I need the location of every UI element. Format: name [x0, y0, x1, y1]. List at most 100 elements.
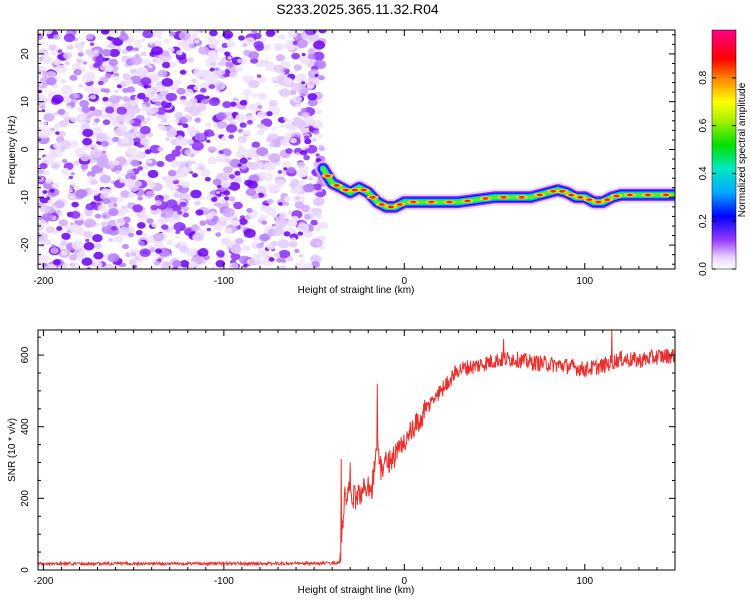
noise-speckle — [167, 47, 175, 53]
noise-speckle — [221, 136, 228, 141]
noise-speckle — [153, 40, 162, 47]
noise-speckle — [58, 140, 71, 150]
noise-speckle — [251, 30, 258, 34]
noise-speckle — [315, 213, 323, 219]
noise-speckle — [198, 165, 205, 171]
noise-speckle — [318, 30, 327, 34]
noise-speckle — [120, 262, 127, 268]
noise-speckle — [176, 135, 184, 141]
noise-speckle — [53, 123, 62, 129]
noise-speckle — [53, 34, 61, 40]
noise-speckle — [256, 63, 261, 67]
noise-speckle — [191, 78, 197, 83]
noise-speckle — [228, 262, 239, 269]
noise-speckle — [108, 208, 119, 217]
noise-speckle — [256, 129, 265, 136]
noise-speckle — [80, 67, 86, 72]
noise-speckle — [112, 160, 120, 166]
noise-speckle — [222, 207, 235, 218]
signal-hotspot-core — [428, 200, 435, 204]
noise-speckle — [278, 249, 291, 259]
noise-speckle — [253, 32, 262, 40]
signal-hotspot-core — [663, 193, 669, 197]
noise-speckle — [136, 222, 146, 229]
noise-speckle — [114, 235, 124, 243]
noise-speckle — [133, 47, 139, 52]
noise-speckle — [146, 159, 153, 164]
y-tick-label: 400 — [20, 418, 31, 435]
signal-hotspot-core — [324, 174, 331, 178]
noise-speckle — [270, 76, 279, 83]
noise-speckle — [258, 59, 267, 66]
noise-speckle — [187, 57, 195, 63]
noise-speckle — [183, 88, 194, 97]
noise-speckle — [54, 200, 65, 209]
noise-speckle — [256, 242, 264, 249]
noise-speckle — [286, 256, 294, 262]
noise-speckle — [93, 251, 104, 260]
spectrogram-x-ticks: -200 -100 0 100 — [33, 30, 676, 287]
noise-speckle — [122, 49, 128, 54]
noise-speckle — [90, 148, 102, 158]
noise-speckle — [61, 232, 71, 240]
noise-speckle — [159, 125, 167, 132]
noise-speckle — [247, 180, 258, 189]
noise-speckle — [174, 111, 184, 119]
signal-hotspot-core — [351, 188, 358, 192]
noise-speckle — [135, 30, 144, 34]
noise-speckle — [151, 107, 160, 113]
noise-speckle — [220, 237, 232, 246]
snr-panel: -200 -100 0 100 0 200 400 600 Height of straig… — [7, 329, 676, 596]
noise-speckle — [146, 117, 151, 121]
noise-speckle — [235, 113, 247, 123]
y-tick-label: 0 — [20, 146, 31, 152]
noise-speckle — [268, 153, 281, 163]
noise-speckle — [69, 140, 79, 148]
noise-speckle — [99, 174, 111, 184]
noise-speckle — [91, 189, 100, 196]
noise-speckle — [82, 137, 93, 146]
signal-hotspot-core — [577, 196, 584, 199]
noise-speckle — [194, 132, 206, 141]
noise-speckle — [209, 67, 216, 72]
noise-speckle — [137, 196, 143, 201]
noise-speckle — [245, 188, 257, 197]
x-tick-label: -200 — [33, 576, 53, 587]
noise-speckle — [253, 41, 264, 49]
noise-speckle — [291, 82, 303, 92]
noise-speckle — [280, 258, 287, 263]
noise-speckle — [148, 65, 153, 69]
noise-speckle — [246, 208, 253, 213]
noise-speckle — [192, 173, 198, 178]
noise-speckle — [295, 73, 307, 83]
noise-speckle — [300, 259, 305, 264]
noise-speckle — [201, 98, 210, 105]
noise-speckle — [147, 169, 159, 179]
noise-speckle — [303, 135, 310, 140]
noise-speckle — [70, 211, 81, 219]
noise-speckle — [275, 54, 286, 62]
noise-speckle — [120, 30, 126, 36]
noise-speckle — [119, 33, 129, 41]
noise-speckle — [107, 253, 120, 263]
noise-speckle — [306, 82, 315, 89]
noise-speckle — [271, 127, 276, 131]
noise-speckle — [66, 105, 72, 109]
noise-speckle — [174, 119, 180, 124]
noise-speckle — [222, 30, 234, 39]
noise-speckle — [157, 146, 164, 152]
noise-speckle — [105, 57, 110, 61]
noise-speckle — [79, 100, 89, 108]
noise-speckle — [265, 30, 276, 37]
noise-speckle — [300, 107, 307, 113]
signal-hotspot-core — [550, 190, 557, 193]
noise-speckle — [132, 264, 137, 269]
noise-speckle — [222, 101, 232, 109]
noise-speckle — [51, 244, 56, 248]
noise-speckle — [141, 38, 146, 43]
noise-speckle — [76, 107, 83, 112]
noise-speckle — [291, 215, 299, 222]
noise-speckle — [91, 203, 97, 208]
noise-speckle — [292, 95, 303, 104]
noise-speckle — [39, 104, 46, 110]
